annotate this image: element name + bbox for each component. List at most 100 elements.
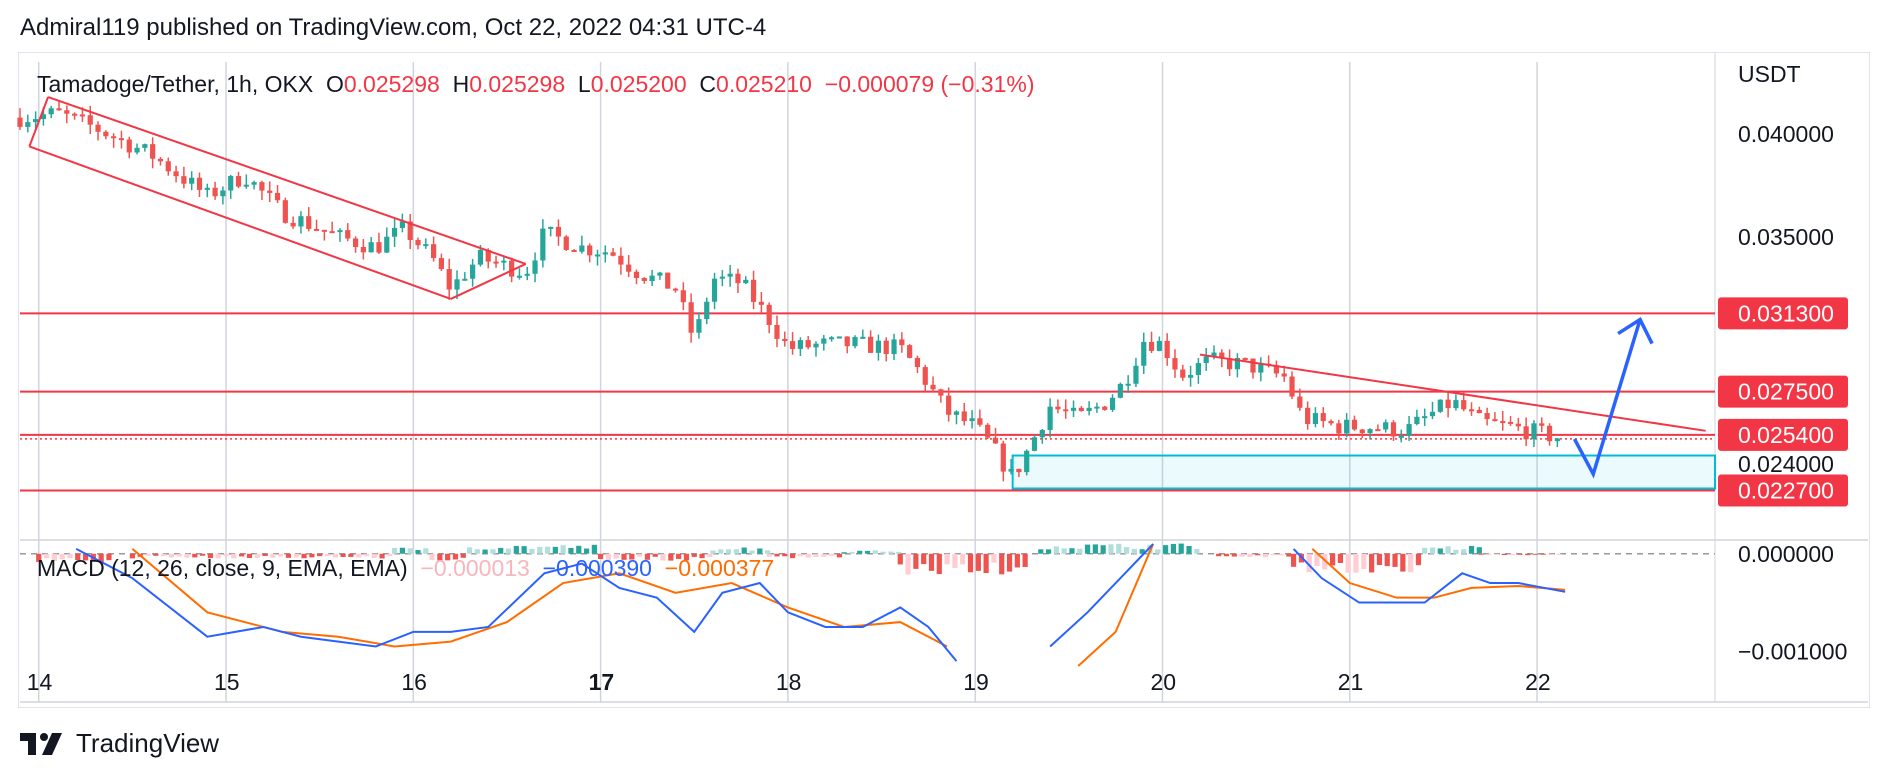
candle-body bbox=[48, 108, 54, 115]
candle-body bbox=[821, 338, 827, 344]
macd-histogram-bar bbox=[583, 548, 590, 554]
macd-histogram-bar bbox=[129, 553, 135, 559]
macd-histogram-bar bbox=[1092, 544, 1098, 554]
candle-body bbox=[235, 176, 242, 187]
candle-body bbox=[1281, 373, 1287, 377]
macd-histogram-bar bbox=[967, 553, 974, 573]
macd-histogram-bar bbox=[629, 553, 635, 560]
candle-body bbox=[1453, 400, 1459, 409]
grid bbox=[20, 52, 1868, 703]
candle-body bbox=[524, 273, 530, 276]
tradingview-logo-icon[interactable] bbox=[20, 731, 66, 757]
candle-body bbox=[938, 389, 944, 396]
tradingview-brand[interactable]: TradingView bbox=[76, 728, 220, 758]
macd-histogram-bar bbox=[466, 547, 473, 554]
macd-histogram-bar bbox=[749, 550, 755, 554]
candle-body bbox=[1086, 407, 1092, 411]
price-tick-label: 0.024000 bbox=[1738, 451, 1834, 477]
macd-histogram-bar bbox=[1255, 553, 1261, 556]
candle-body bbox=[204, 187, 210, 190]
candle-body bbox=[930, 384, 936, 390]
candle-body bbox=[571, 250, 577, 253]
candle-body bbox=[875, 340, 882, 353]
candle-body bbox=[1328, 421, 1334, 424]
macd-histogram-bar bbox=[1286, 553, 1292, 557]
macd-indicator-name[interactable]: MACD (12, 26, close, 9, EMA, EMA) bbox=[37, 555, 408, 581]
price-level-badge bbox=[1718, 474, 1848, 507]
candle-body bbox=[134, 147, 140, 153]
macd-histogram-bar bbox=[246, 553, 253, 558]
macd-histogram-bar bbox=[921, 553, 927, 565]
macd-histogram-bar bbox=[363, 553, 370, 557]
macd-histogram-bar bbox=[872, 550, 878, 554]
macd-histogram-bar bbox=[270, 553, 276, 558]
macd-histogram-bar bbox=[1353, 553, 1359, 573]
candle-body bbox=[797, 340, 803, 349]
low-label: L bbox=[577, 71, 591, 97]
candle-body bbox=[431, 244, 437, 259]
candle-body bbox=[1344, 419, 1350, 434]
candle-body bbox=[423, 244, 429, 247]
price-level-label: 0.022700 bbox=[1738, 478, 1834, 504]
macd-histogram-bar bbox=[348, 553, 354, 557]
macd-histogram-bar bbox=[552, 546, 558, 554]
candle-body bbox=[391, 227, 398, 237]
candle-body bbox=[774, 324, 780, 339]
candle-body bbox=[914, 357, 921, 368]
candle-body bbox=[1039, 429, 1045, 438]
candle-body bbox=[181, 176, 187, 184]
macd-line-value: −0.000390 bbox=[542, 555, 652, 581]
macd-histogram-bar bbox=[888, 551, 894, 554]
candle-body bbox=[1031, 437, 1038, 451]
macd-histogram-bar bbox=[1038, 549, 1044, 554]
macd-histogram-bar bbox=[67, 553, 73, 559]
macd-histogram-bar bbox=[897, 553, 903, 565]
candle-body bbox=[126, 139, 132, 153]
candle-body bbox=[633, 271, 640, 279]
candle-body bbox=[321, 229, 327, 232]
candle-body bbox=[696, 319, 702, 333]
macd-histogram-bar bbox=[652, 553, 658, 557]
macd-histogram-bar bbox=[960, 553, 966, 565]
macd-histogram-bar bbox=[452, 553, 459, 560]
candle-body bbox=[1242, 357, 1248, 360]
candle-body bbox=[1554, 438, 1560, 442]
candle-body bbox=[992, 437, 999, 444]
candle-body bbox=[1468, 409, 1475, 412]
macd-histogram-bar bbox=[1392, 553, 1398, 567]
macd-histogram-bar bbox=[379, 553, 385, 559]
macd-histogram-bar bbox=[1100, 545, 1106, 554]
macd-histogram-bar bbox=[1262, 553, 1269, 558]
macd-histogram-bar bbox=[391, 547, 398, 554]
macd-histogram-bar bbox=[1478, 553, 1484, 555]
close-label: C bbox=[699, 71, 717, 97]
candle-body bbox=[860, 336, 866, 339]
macd-histogram-bar bbox=[200, 553, 206, 556]
chart-frame bbox=[18, 52, 1870, 708]
candle-body bbox=[1016, 468, 1022, 473]
macd-histogram-bar bbox=[805, 553, 811, 558]
macd-histogram-bar bbox=[1290, 553, 1297, 567]
macd-histogram-bar bbox=[1493, 553, 1500, 555]
macd-histogram-bar bbox=[176, 553, 182, 557]
candle-body bbox=[360, 246, 366, 253]
candle-body bbox=[1164, 340, 1170, 359]
candle-body bbox=[829, 337, 835, 340]
macd-histogram-bar bbox=[1061, 548, 1067, 554]
macd-histogram-bar bbox=[43, 553, 50, 559]
candle-body bbox=[477, 249, 484, 265]
price-tick-label: 0.035000 bbox=[1738, 224, 1834, 250]
candle-body bbox=[540, 228, 546, 261]
macd-histogram-bar bbox=[231, 553, 237, 559]
candle-body bbox=[1367, 429, 1373, 434]
candle-body bbox=[1195, 363, 1201, 375]
open-value: 0.025298 bbox=[343, 71, 440, 97]
candle-body bbox=[1390, 422, 1397, 437]
macd-histogram-bar bbox=[668, 553, 674, 561]
symbol-label[interactable]: Tamadoge/Tether, 1h, OKX bbox=[37, 71, 314, 97]
macd-histogram-bar bbox=[560, 545, 566, 554]
candle-body bbox=[1102, 406, 1108, 410]
macd-histogram-bar bbox=[774, 553, 780, 557]
candle-body bbox=[1055, 406, 1061, 410]
